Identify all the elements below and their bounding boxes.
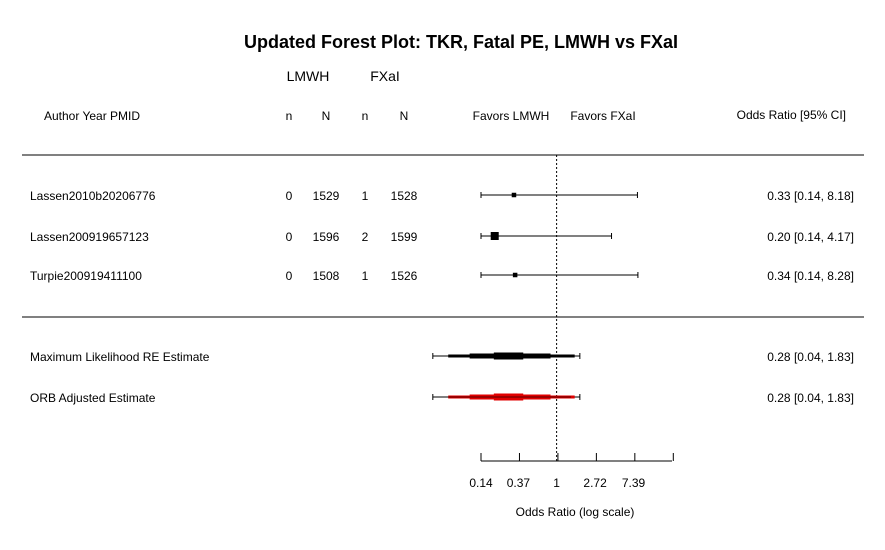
study-label: Lassen2010b20206776: [30, 189, 156, 203]
study-point-estimate: [511, 192, 517, 198]
study-label: Lassen200919657123: [30, 230, 149, 244]
study-total-fxai: 1528: [391, 189, 418, 203]
summary-label: ORB Adjusted Estimate: [30, 391, 156, 405]
x-tick-label: 7.39: [622, 476, 646, 490]
x-tick-label: 2.72: [583, 476, 607, 490]
study-ci-text: 0.33 [0.14, 8.18]: [767, 189, 854, 203]
forest-marks: Lassen2010b20206776 0 1529 1 1528 0.33 [0.14,…: [30, 189, 854, 405]
summary-band-3: [493, 352, 524, 360]
study-events-fxai: 1: [362, 269, 369, 283]
study-ci-text: 0.34 [0.14, 8.28]: [767, 269, 854, 283]
favors-fxai-label: Favors FXaI: [570, 109, 635, 123]
favors-lmwh-label: Favors LMWH: [473, 109, 550, 123]
group-header-lmwh: LMWH: [287, 68, 330, 84]
summary-label: Maximum Likelihood RE Estimate: [30, 350, 210, 364]
study-total-lmwh: 1596: [313, 230, 340, 244]
column-header-total-lmwh: N: [322, 109, 331, 123]
study-label: Turpie200919411100: [30, 269, 142, 283]
study-total-lmwh: 1529: [313, 189, 340, 203]
column-header-study: Author Year PMID: [44, 109, 140, 123]
x-tick-label: 1: [553, 476, 560, 490]
summary-ci-text: 0.28 [0.04, 1.83]: [767, 350, 854, 364]
column-header-n-lmwh: n: [286, 109, 293, 123]
column-header-odds-ratio: Odds Ratio [95% CI]: [737, 108, 846, 122]
column-header-total-fxai: N: [400, 109, 409, 123]
study-events-fxai: 1: [362, 189, 369, 203]
study-point-estimate: [490, 232, 499, 240]
study-ci-text: 0.20 [0.14, 4.17]: [767, 230, 854, 244]
summary-ci-text: 0.28 [0.04, 1.83]: [767, 391, 854, 405]
study-total-lmwh: 1508: [313, 269, 340, 283]
x-axis-label: Odds Ratio (log scale): [516, 505, 635, 519]
study-events-lmwh: 0: [286, 230, 293, 244]
study-events-lmwh: 0: [286, 269, 293, 283]
study-events-fxai: 2: [362, 230, 369, 244]
study-point-estimate: [512, 272, 518, 278]
x-axis: 0.14 0.37 1 2.72 7.39: [469, 453, 674, 490]
x-tick-label: 0.14: [469, 476, 493, 490]
x-tick-label: 0.37: [507, 476, 531, 490]
group-header-fxai: FXaI: [370, 68, 400, 84]
study-total-fxai: 1599: [391, 230, 418, 244]
column-header-n-fxai: n: [362, 109, 369, 123]
study-events-lmwh: 0: [286, 189, 293, 203]
study-total-fxai: 1526: [391, 269, 418, 283]
chart-title: Updated Forest Plot: TKR, Fatal PE, LMWH…: [244, 32, 678, 52]
